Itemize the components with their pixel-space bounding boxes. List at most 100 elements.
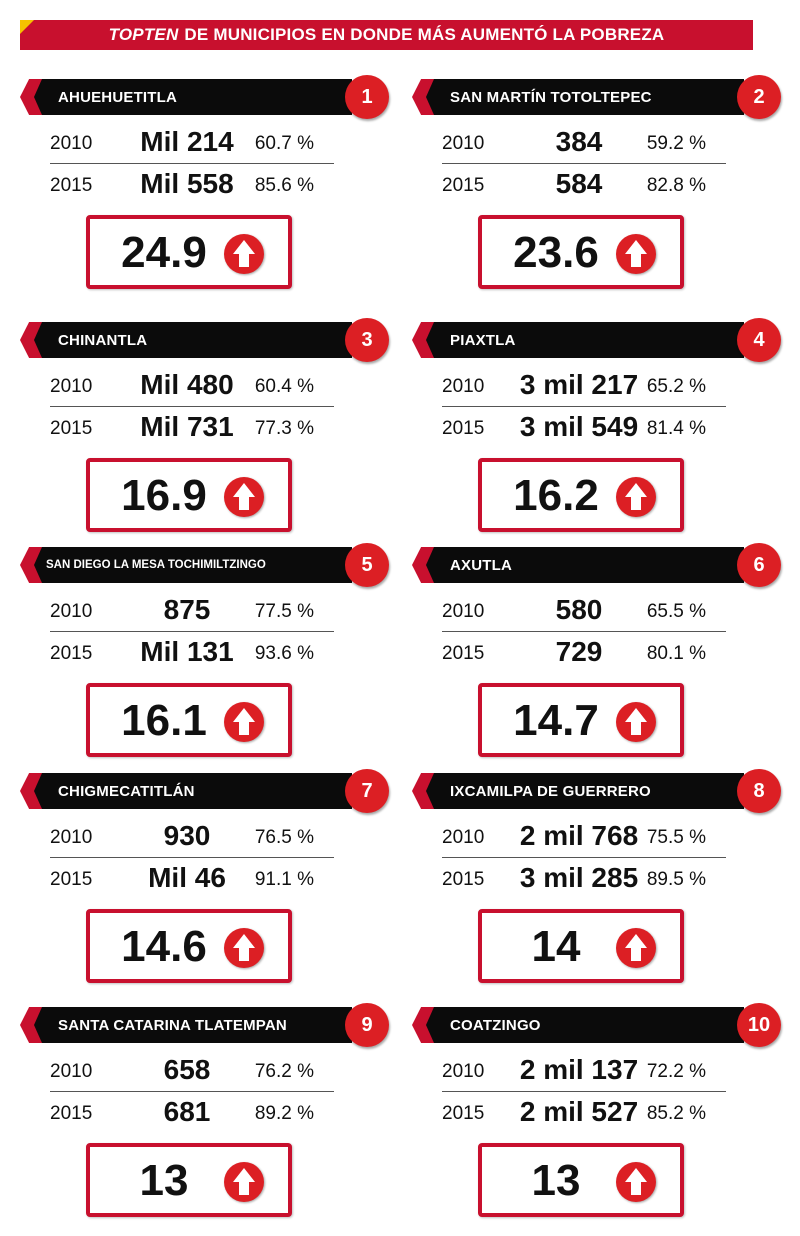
year-label: 2015 xyxy=(442,1103,485,1124)
year-label: 2015 xyxy=(50,175,93,196)
increase-box: 24.9 xyxy=(86,215,292,289)
card-header: SANTA CATARINA TLATEMPAN 9 xyxy=(20,1003,389,1047)
increase-box: 14.6 xyxy=(86,909,292,983)
poor-population: Mil 46 xyxy=(148,862,226,893)
year-label: 2010 xyxy=(50,601,93,622)
corner-flag-icon xyxy=(20,20,34,34)
row-2015: 2015 729 80.1 % xyxy=(442,633,726,673)
row-2015: 2015 Mil 558 85.6 % xyxy=(50,165,334,205)
row-2015: 2015 2 mil 527 85.2 % xyxy=(442,1093,726,1133)
increase-value: 14.7 xyxy=(513,696,599,745)
poverty-percent: 72.2 % xyxy=(646,1061,706,1082)
year-label: 2010 xyxy=(442,827,485,848)
increase-value: 16.9 xyxy=(121,471,207,520)
increase-value: 13 xyxy=(139,1156,189,1205)
increase-value: 16.1 xyxy=(121,696,207,745)
rank-badge: 5 xyxy=(345,543,389,587)
year-label: 2010 xyxy=(50,827,93,848)
page-title: DE MUNICIPIOS EN DONDE MÁS AUMENTÓ LA PO… xyxy=(184,25,665,44)
poor-population: Mil 214 xyxy=(140,126,234,157)
increase-value: 14 xyxy=(531,922,581,971)
row-2015: 2015 584 82.8 % xyxy=(442,165,726,205)
arrow-up-icon xyxy=(616,234,656,274)
poverty-percent: 75.5 % xyxy=(646,827,706,848)
card-header: COATZINGO 10 xyxy=(412,1003,781,1047)
municipality-name: SAN MARTÍN TOTOLTEPEC xyxy=(450,88,652,106)
rank-badge: 6 xyxy=(737,543,781,587)
card-header: PIAXTLA 4 xyxy=(412,318,781,362)
rank-badge: 1 xyxy=(345,75,389,119)
year-label: 2015 xyxy=(50,418,93,439)
poverty-percent: 60.4 % xyxy=(254,376,314,397)
rank-badge: 4 xyxy=(737,318,781,362)
poor-population: 3 mil 549 xyxy=(519,411,639,442)
year-label: 2010 xyxy=(442,133,485,154)
rank-badge: 7 xyxy=(345,769,389,813)
poverty-percent: 89.2 % xyxy=(254,1103,314,1124)
arrow-up-icon xyxy=(616,702,656,742)
municipality-name: SAN DIEGO LA MESA TOCHIMILTZINGO xyxy=(46,559,266,571)
page-title-bar: TOPTEN DE MUNICIPIOS EN DONDE MÁS AUMENT… xyxy=(20,20,753,50)
poverty-percent: 85.2 % xyxy=(646,1103,706,1124)
card-header: CHINANTLA 3 xyxy=(20,318,389,362)
municipality-name-bar: AXUTLA xyxy=(426,547,744,583)
poverty-percent: 65.2 % xyxy=(646,376,706,397)
poor-population: 2 mil 137 xyxy=(519,1054,639,1085)
year-label: 2015 xyxy=(442,418,485,439)
increase-box: 16.9 xyxy=(86,458,292,532)
municipality-name-bar: CHINANTLA xyxy=(34,322,352,358)
increase-box: 13 xyxy=(86,1143,292,1217)
municipality-name: AHUEHUETITLA xyxy=(58,88,178,106)
poverty-percent: 77.5 % xyxy=(254,601,314,622)
municipality-name: IXCAMILPA DE GUERRERO xyxy=(450,782,651,800)
increase-box: 14 xyxy=(478,909,684,983)
poverty-percent: 76.2 % xyxy=(254,1061,314,1082)
municipality-card: COATZINGO 10 2010 2 mil 137 72.2 % 2015 … xyxy=(412,1003,781,1228)
poor-population: 3 mil 217 xyxy=(519,369,639,400)
poor-population: 584 xyxy=(555,168,603,199)
year-label: 2015 xyxy=(50,643,93,664)
poverty-percent: 82.8 % xyxy=(646,175,706,196)
row-2015: 2015 3 mil 549 81.4 % xyxy=(442,408,726,448)
poverty-percent: 91.1 % xyxy=(254,869,314,890)
municipality-card: CHINANTLA 3 2010 Mil 480 60.4 % 2015 Mil… xyxy=(20,318,389,543)
row-2010: 2010 384 59.2 % xyxy=(442,123,726,164)
municipality-name-bar: SAN MARTÍN TOTOLTEPEC xyxy=(426,79,744,115)
increase-box: 14.7 xyxy=(478,683,684,757)
poor-population: 729 xyxy=(555,636,603,667)
increase-box: 16.2 xyxy=(478,458,684,532)
municipality-name-bar: SANTA CATARINA TLATEMPAN xyxy=(34,1007,352,1043)
poverty-percent: 76.5 % xyxy=(254,827,314,848)
row-2010: 2010 875 77.5 % xyxy=(50,591,334,632)
poor-population: 2 mil 768 xyxy=(519,820,639,851)
municipality-name: AXUTLA xyxy=(450,556,513,574)
poor-population: 2 mil 527 xyxy=(519,1096,639,1127)
arrow-up-icon xyxy=(224,702,264,742)
year-label: 2010 xyxy=(442,376,485,397)
municipality-name-bar: CHIGMECATITLÁN xyxy=(34,773,352,809)
municipality-card: IXCAMILPA DE GUERRERO 8 2010 2 mil 768 7… xyxy=(412,769,781,994)
arrow-up-icon xyxy=(224,234,264,274)
card-header: CHIGMECATITLÁN 7 xyxy=(20,769,389,813)
row-2015: 2015 Mil 46 91.1 % xyxy=(50,859,334,899)
arrow-up-icon xyxy=(224,477,264,517)
poor-population: Mil 558 xyxy=(140,168,234,199)
poverty-percent: 81.4 % xyxy=(646,418,706,439)
poverty-percent: 80.1 % xyxy=(646,643,706,664)
municipality-name: PIAXTLA xyxy=(450,331,516,349)
increase-value: 23.6 xyxy=(513,228,599,277)
arrow-up-icon xyxy=(224,1162,264,1202)
rank-badge: 3 xyxy=(345,318,389,362)
poor-population: 3 mil 285 xyxy=(519,862,639,893)
poverty-percent: 59.2 % xyxy=(646,133,706,154)
year-label: 2015 xyxy=(442,175,485,196)
rank-badge: 9 xyxy=(345,1003,389,1047)
poor-population: Mil 480 xyxy=(140,369,234,400)
year-label: 2010 xyxy=(50,133,93,154)
year-label: 2010 xyxy=(442,601,485,622)
increase-box: 16.1 xyxy=(86,683,292,757)
municipality-card: SAN MARTÍN TOTOLTEPEC 2 2010 384 59.2 % … xyxy=(412,75,781,300)
rank-badge: 2 xyxy=(737,75,781,119)
poor-population: Mil 731 xyxy=(140,411,234,442)
row-2010: 2010 Mil 214 60.7 % xyxy=(50,123,334,164)
